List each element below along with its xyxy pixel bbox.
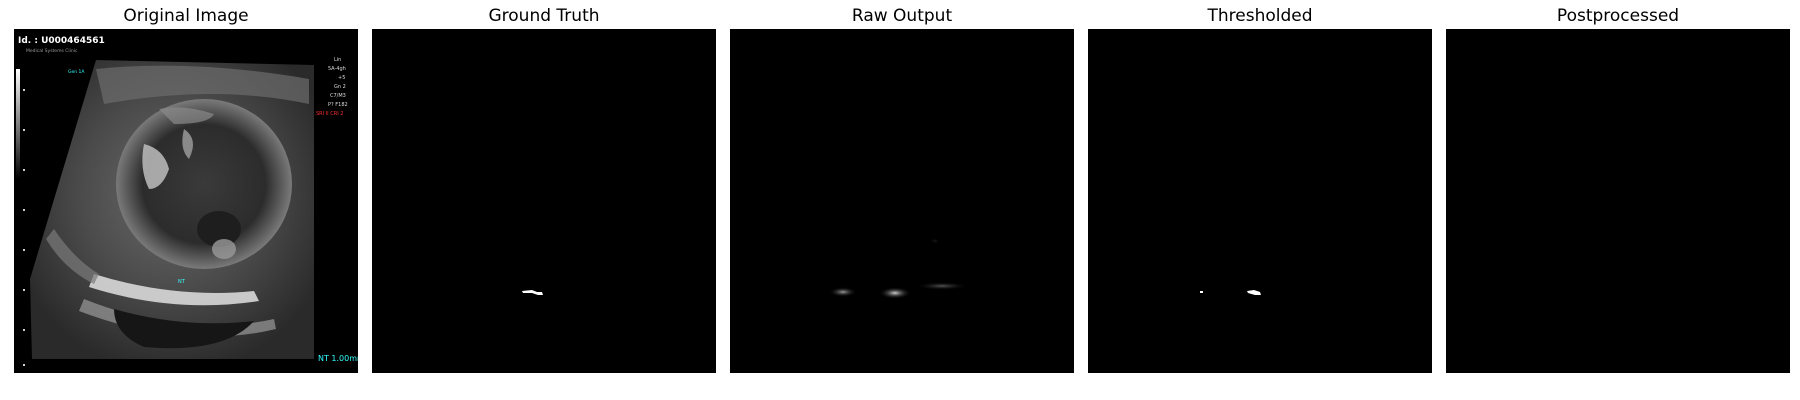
thresholded-panel bbox=[1088, 29, 1432, 373]
thresholded-mask bbox=[1247, 290, 1261, 295]
ground-truth-mask bbox=[522, 290, 543, 295]
svg-text:Lin: Lin bbox=[334, 57, 341, 63]
svg-text:C7/M3: C7/M3 bbox=[330, 93, 346, 99]
panel-title-postprocessed: Postprocessed bbox=[1556, 6, 1680, 26]
svg-text:+5: +5 bbox=[338, 75, 345, 81]
fetal-head bbox=[116, 99, 292, 269]
depth-ticks bbox=[23, 89, 25, 366]
raw-output-blob bbox=[829, 287, 857, 297]
panel-title-ground-truth: Ground Truth bbox=[488, 6, 600, 26]
svg-text:Gn 2: Gn 2 bbox=[334, 84, 346, 90]
raw-output-blob bbox=[916, 282, 968, 290]
svg-text:P? F182: P? F182 bbox=[328, 102, 348, 108]
thresholded-mask bbox=[1200, 291, 1203, 293]
nt-line bbox=[89, 274, 259, 306]
original-image-panel: Id. : U000464561 Medical Systems Clinic … bbox=[14, 29, 358, 373]
svg-text:5A-4gh: 5A-4gh bbox=[328, 66, 346, 72]
nt-measurement: NT 1.00mm bbox=[318, 354, 358, 363]
patient-id: Id. : U000464561 bbox=[18, 36, 105, 46]
raw-output-blob bbox=[879, 287, 911, 299]
ultrasound-image: Id. : U000464561 Medical Systems Clinic … bbox=[14, 29, 358, 373]
svg-text:SRI II CRI 2: SRI II CRI 2 bbox=[316, 111, 343, 117]
nt-caption: NT bbox=[178, 279, 186, 285]
ground-truth-panel bbox=[372, 29, 716, 373]
institution-label: Medical Systems Clinic bbox=[26, 48, 78, 54]
parameter-list: Lin 5A-4gh +5 Gn 2 C7/M3 P? F182 SRI II … bbox=[316, 57, 348, 117]
panel-title-raw-output: Raw Output bbox=[851, 6, 953, 26]
depth-marker: Gen 1A bbox=[68, 69, 85, 75]
raw-output-panel bbox=[730, 29, 1074, 373]
postprocessed-panel bbox=[1446, 29, 1790, 373]
panel-title-thresholded: Thresholded bbox=[1207, 6, 1313, 26]
grayscale-bar bbox=[16, 69, 20, 179]
panel-title-original-image: Original Image bbox=[123, 6, 249, 26]
